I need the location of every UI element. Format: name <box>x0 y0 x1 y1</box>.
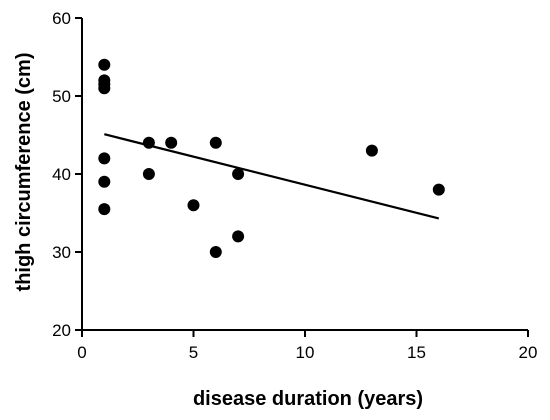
trendline-layer <box>104 133 440 220</box>
data-point <box>165 136 178 149</box>
y-tick-label: 50 <box>52 87 71 106</box>
data-point <box>142 136 155 149</box>
data-point <box>98 203 111 216</box>
data-points <box>98 58 445 258</box>
data-point <box>365 144 378 157</box>
data-point <box>98 152 111 165</box>
data-point <box>232 230 245 243</box>
data-point <box>209 136 222 149</box>
x-axis-ticks: 0 5 10 15 20 <box>77 330 537 362</box>
data-point <box>98 58 111 71</box>
x-axis-title: disease duration (years) <box>193 388 423 410</box>
x-tick-label: 15 <box>407 343 426 362</box>
y-tick-label: 60 <box>52 9 71 28</box>
y-tick-label: 40 <box>52 165 71 184</box>
y-axis-title: thigh circumference (cm) <box>13 53 35 292</box>
y-tick-label: 20 <box>52 321 71 340</box>
x-tick-label: 20 <box>519 343 538 362</box>
data-point <box>432 183 445 196</box>
regression-line <box>104 133 440 220</box>
x-tick-label: 10 <box>296 343 315 362</box>
data-point <box>209 246 222 258</box>
data-point <box>98 82 111 95</box>
data-point <box>187 199 200 212</box>
data-point <box>98 175 111 188</box>
x-tick-label: 5 <box>189 343 198 362</box>
data-point <box>232 168 245 180</box>
y-tick-label: 30 <box>52 243 71 262</box>
data-point <box>142 168 155 180</box>
y-axis-ticks: 20 30 40 50 60 <box>52 9 82 340</box>
x-tick-label: 0 <box>77 343 86 362</box>
